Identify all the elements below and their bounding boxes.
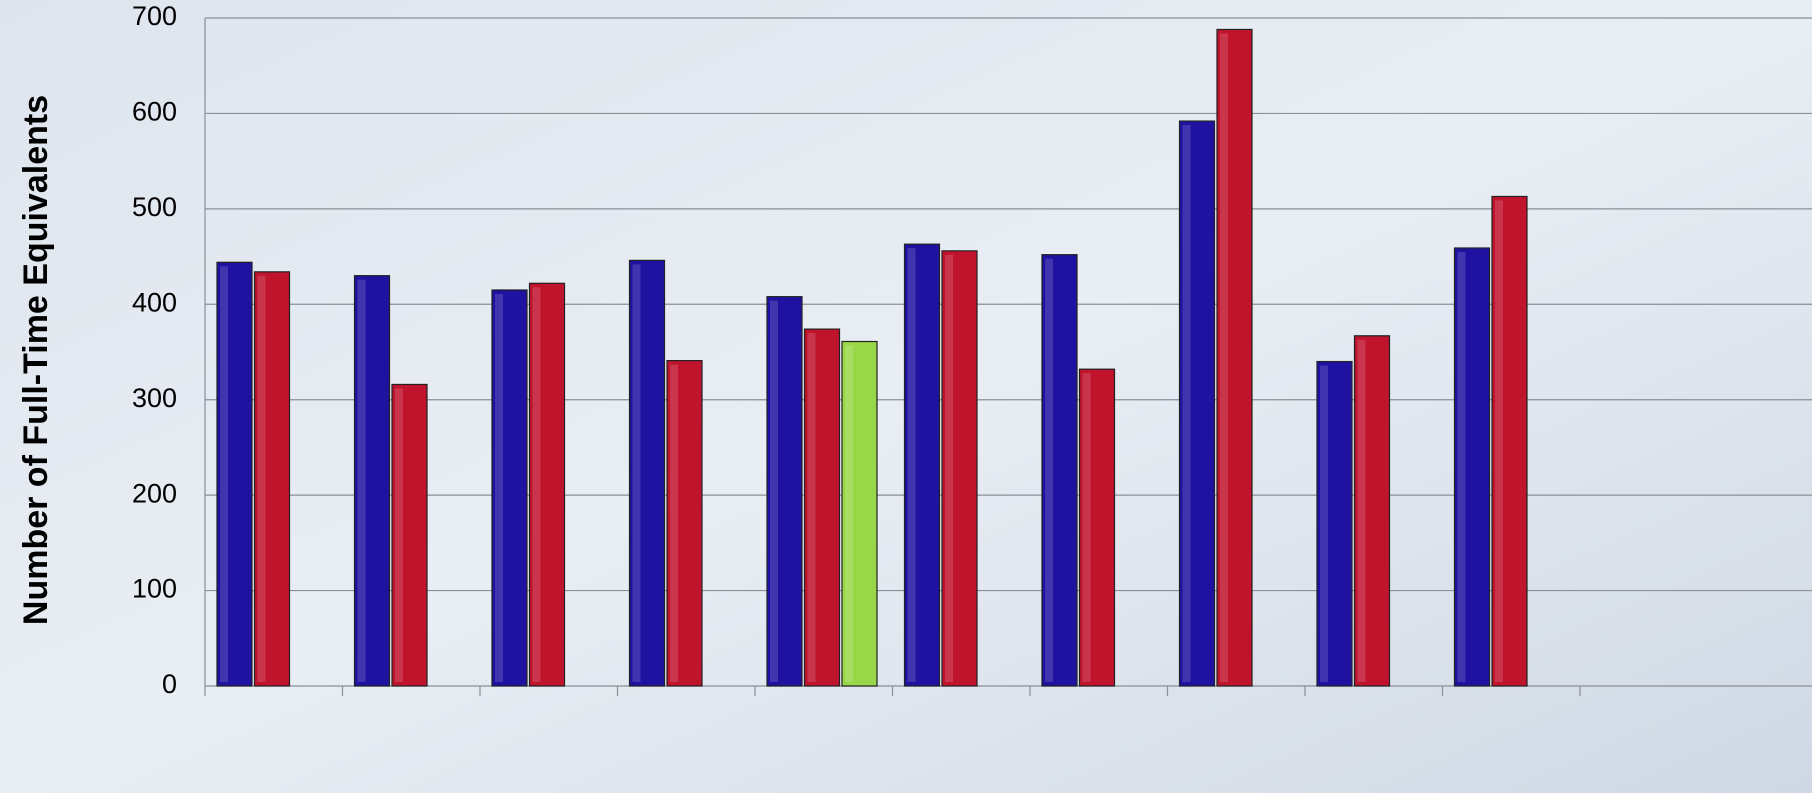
bar — [941, 250, 978, 687]
bar — [803, 328, 841, 687]
bar — [1078, 368, 1116, 687]
y-axis-title: Number of Full-Time Equivalents — [17, 95, 55, 625]
bar — [1216, 28, 1253, 687]
y-tick-label: 400 — [132, 287, 177, 317]
bar-shine — [532, 287, 541, 682]
bar-shine — [807, 333, 816, 682]
bar-shine — [1495, 200, 1503, 683]
bar-shine — [770, 300, 778, 682]
bar-shine — [1045, 258, 1053, 682]
bar — [1178, 120, 1216, 687]
bar — [1316, 360, 1353, 687]
bar-shine — [395, 388, 403, 682]
bar — [628, 259, 666, 687]
bar — [1353, 335, 1391, 687]
bar — [903, 243, 941, 687]
bar — [491, 289, 528, 687]
bar — [216, 261, 253, 687]
y-tick-label: 500 — [132, 192, 177, 222]
bar-shine — [495, 293, 503, 682]
bar-shine — [357, 279, 366, 682]
bar — [253, 271, 291, 687]
y-tick-label: 300 — [132, 383, 177, 413]
y-tick-label: 600 — [132, 97, 177, 127]
y-tick-label: 0 — [162, 669, 177, 699]
y-tick-label: 100 — [132, 574, 177, 604]
bar-shine — [907, 248, 916, 682]
bar — [666, 359, 703, 687]
bar-shine — [1320, 365, 1328, 682]
bar — [841, 340, 878, 687]
bar — [391, 383, 428, 687]
bar-shine — [1082, 373, 1091, 682]
bar-shine — [1220, 33, 1228, 683]
y-tick-label: 700 — [132, 1, 177, 31]
bar-shine — [632, 264, 641, 682]
bar-shine — [945, 254, 953, 683]
bar — [1041, 254, 1078, 687]
bar-shine — [1182, 125, 1191, 682]
bar-shine — [670, 364, 678, 682]
y-tick-label: 200 — [132, 478, 177, 508]
bar-shine — [220, 266, 228, 682]
bar — [1491, 195, 1528, 687]
bar — [766, 296, 803, 687]
bar-shine — [845, 345, 853, 682]
bar-shine — [1357, 339, 1366, 682]
bar — [528, 282, 566, 687]
bar — [353, 275, 391, 687]
bar-shine — [1457, 251, 1466, 683]
bar-shine — [257, 275, 266, 682]
bar — [1453, 247, 1491, 687]
